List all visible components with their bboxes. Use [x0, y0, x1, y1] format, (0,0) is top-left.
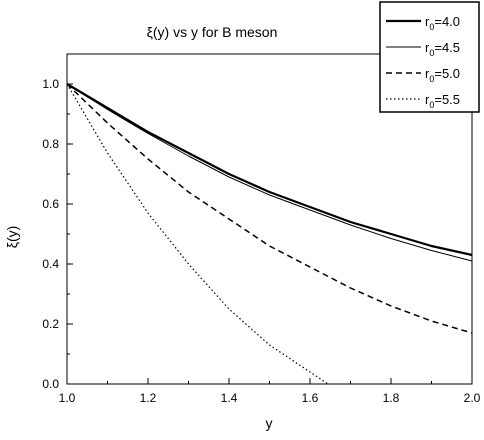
- x-tick-label: 1.2: [140, 391, 157, 405]
- legend-label: r0=4.5: [425, 40, 460, 58]
- x-tick-label: 1.4: [221, 391, 238, 405]
- x-tick-label: 1.8: [383, 391, 400, 405]
- legend-label: r0=5.0: [425, 66, 460, 84]
- y-tick-label: 0.4: [42, 257, 59, 271]
- chart-title: ξ(y) vs y for B meson: [147, 24, 278, 40]
- y-tick-label: 1.0: [42, 77, 59, 91]
- y-tick-label: 0.8: [42, 137, 59, 151]
- legend-label: r0=4.0: [425, 14, 460, 32]
- x-tick-label: 2.0: [464, 391, 481, 405]
- series-line: [66, 83, 329, 385]
- series-line: [66, 83, 473, 334]
- legend-label: r0=5.5: [425, 92, 460, 110]
- series-line: [66, 83, 473, 262]
- y-tick-label: 0.6: [42, 197, 59, 211]
- x-axis-label: y: [266, 415, 273, 431]
- y-axis-label: ξ(y): [4, 226, 20, 249]
- series-line: [66, 83, 473, 257]
- x-tick-label: 1.6: [302, 391, 319, 405]
- y-tick-label: 0.0: [42, 377, 59, 391]
- x-tick-label: 1.0: [59, 391, 76, 405]
- y-tick-label: 0.2: [42, 317, 59, 331]
